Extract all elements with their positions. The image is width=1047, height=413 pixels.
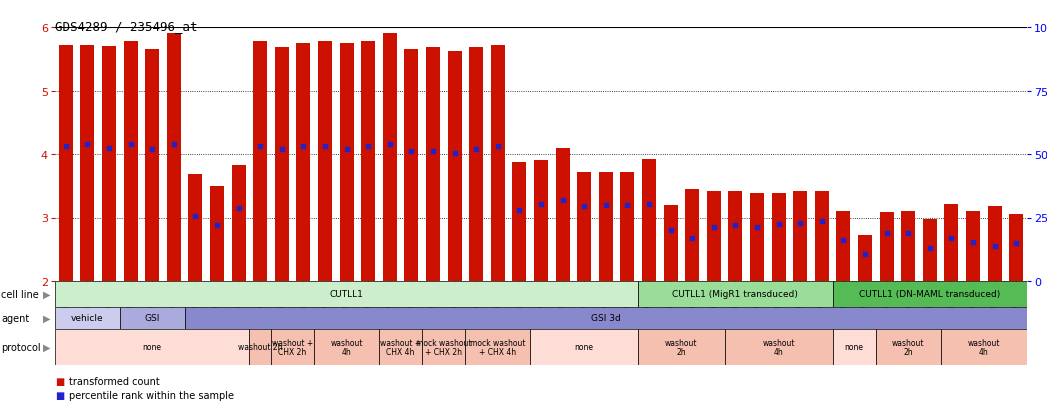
- Bar: [750, 194, 764, 281]
- Bar: [253, 42, 267, 281]
- Bar: [296, 44, 310, 281]
- Bar: [599, 172, 612, 281]
- Bar: [422, 329, 466, 365]
- Bar: [55, 329, 249, 365]
- Text: ▶: ▶: [43, 289, 50, 299]
- Bar: [729, 191, 742, 281]
- Bar: [491, 46, 505, 281]
- Bar: [124, 42, 137, 281]
- Bar: [837, 211, 850, 281]
- Text: ▶: ▶: [43, 313, 50, 323]
- Bar: [404, 50, 419, 281]
- Bar: [426, 48, 440, 281]
- Bar: [621, 172, 634, 281]
- Text: percentile rank within the sample: percentile rank within the sample: [69, 390, 233, 400]
- Text: none: none: [142, 343, 161, 351]
- Bar: [987, 206, 1002, 281]
- Bar: [447, 52, 462, 281]
- Bar: [188, 175, 202, 281]
- Bar: [81, 46, 94, 281]
- Bar: [707, 191, 720, 281]
- Bar: [146, 50, 159, 281]
- Bar: [879, 213, 894, 281]
- Bar: [1009, 215, 1023, 281]
- Bar: [271, 329, 314, 365]
- Text: CUTLL1: CUTLL1: [330, 290, 363, 299]
- Bar: [577, 172, 592, 281]
- Bar: [685, 190, 699, 281]
- Text: none: none: [845, 343, 864, 351]
- Bar: [832, 281, 1027, 307]
- Bar: [383, 34, 397, 281]
- Text: washout
4h: washout 4h: [967, 338, 1000, 356]
- Bar: [556, 148, 570, 281]
- Bar: [249, 329, 271, 365]
- Text: washout
4h: washout 4h: [331, 338, 363, 356]
- Bar: [642, 160, 656, 281]
- Bar: [318, 42, 332, 281]
- Text: washout
4h: washout 4h: [762, 338, 795, 356]
- Bar: [512, 162, 527, 281]
- Bar: [639, 281, 832, 307]
- Bar: [231, 166, 246, 281]
- Bar: [966, 211, 980, 281]
- Text: ■: ■: [55, 390, 64, 400]
- Bar: [210, 186, 224, 281]
- Bar: [361, 42, 375, 281]
- Text: protocol: protocol: [1, 342, 41, 352]
- Text: GSI 3d: GSI 3d: [591, 314, 621, 323]
- Text: CUTLL1 (DN-MAML transduced): CUTLL1 (DN-MAML transduced): [860, 290, 1001, 299]
- Text: ■: ■: [55, 376, 64, 386]
- Text: mock washout
+ CHX 2h: mock washout + CHX 2h: [416, 338, 471, 356]
- Text: washout
2h: washout 2h: [665, 338, 697, 356]
- Bar: [639, 329, 725, 365]
- Bar: [339, 44, 354, 281]
- Text: cell line: cell line: [1, 289, 39, 299]
- Bar: [944, 204, 958, 281]
- Bar: [772, 194, 785, 281]
- Text: vehicle: vehicle: [71, 314, 104, 323]
- Text: washout +
CHX 2h: washout + CHX 2h: [272, 338, 313, 356]
- Text: mock washout
+ CHX 4h: mock washout + CHX 4h: [470, 338, 526, 356]
- Text: washout +
CHX 4h: washout + CHX 4h: [380, 338, 421, 356]
- Text: GDS4289 / 235496_at: GDS4289 / 235496_at: [55, 20, 198, 33]
- Bar: [466, 329, 530, 365]
- Bar: [55, 281, 639, 307]
- Bar: [55, 307, 119, 329]
- Bar: [166, 34, 181, 281]
- Bar: [832, 329, 875, 365]
- Bar: [794, 191, 807, 281]
- Bar: [119, 307, 184, 329]
- Text: ▶: ▶: [43, 342, 50, 352]
- Bar: [725, 329, 832, 365]
- Text: washout 2h: washout 2h: [238, 343, 283, 351]
- Bar: [857, 236, 872, 281]
- Bar: [901, 211, 915, 281]
- Text: GSI: GSI: [144, 314, 160, 323]
- Bar: [314, 329, 379, 365]
- Text: none: none: [575, 343, 594, 351]
- Bar: [815, 191, 829, 281]
- Text: transformed count: transformed count: [69, 376, 159, 386]
- Bar: [469, 48, 484, 281]
- Bar: [940, 329, 1027, 365]
- Bar: [530, 329, 639, 365]
- Bar: [875, 329, 940, 365]
- Bar: [102, 47, 116, 281]
- Text: washout
2h: washout 2h: [892, 338, 925, 356]
- Bar: [534, 161, 548, 281]
- Bar: [922, 219, 937, 281]
- Bar: [184, 307, 1027, 329]
- Text: CUTLL1 (MigR1 transduced): CUTLL1 (MigR1 transduced): [672, 290, 799, 299]
- Bar: [379, 329, 422, 365]
- Text: agent: agent: [1, 313, 29, 323]
- Bar: [59, 46, 73, 281]
- Bar: [274, 48, 289, 281]
- Bar: [664, 205, 677, 281]
